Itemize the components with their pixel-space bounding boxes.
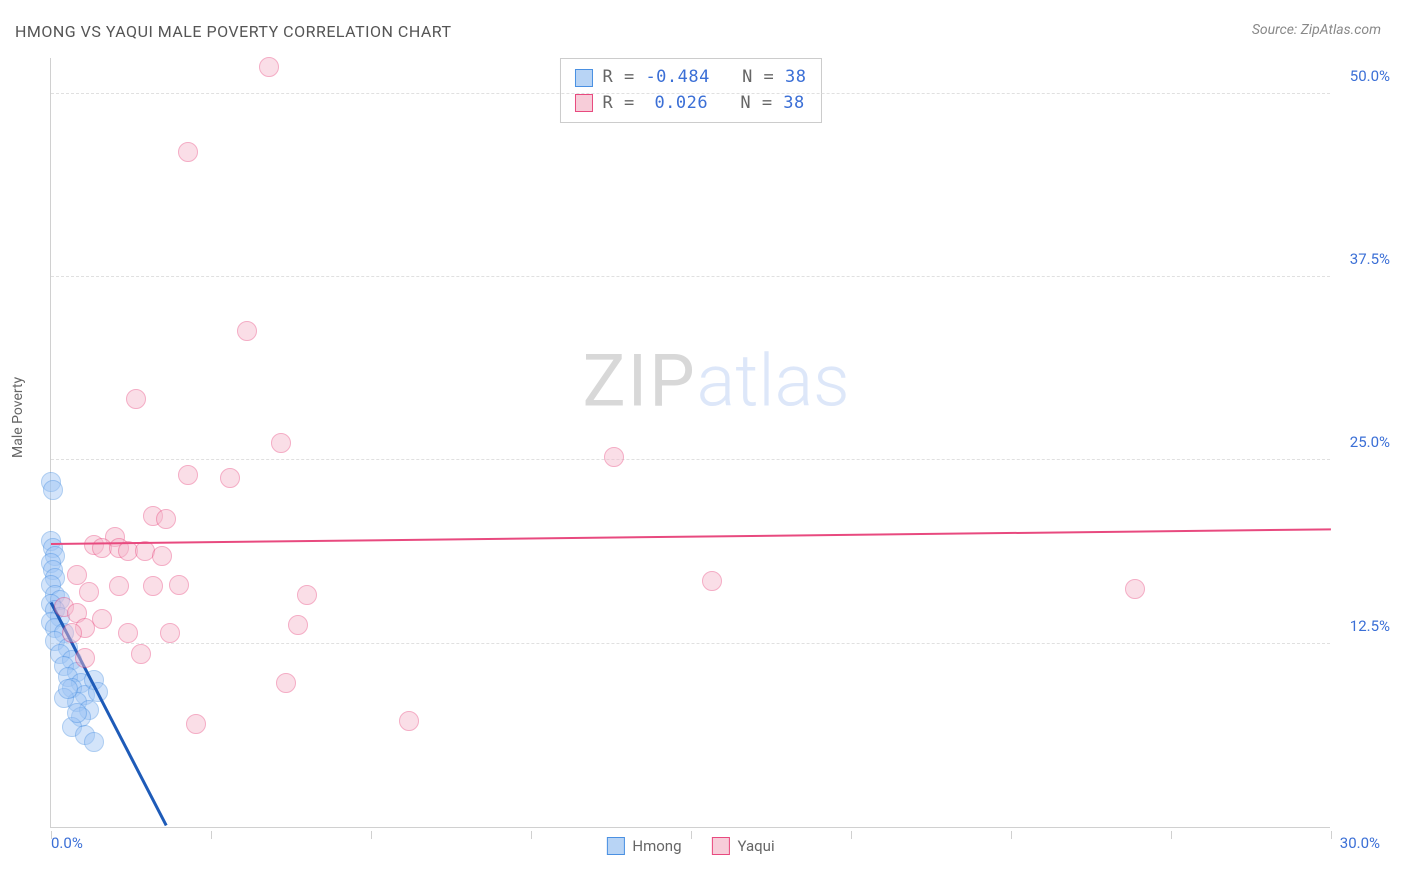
- x-tick: [1331, 831, 1332, 839]
- y-axis-label: Male Poverty: [10, 377, 26, 458]
- x-tick: [371, 831, 372, 839]
- n-label: N =: [740, 93, 783, 113]
- gridline: [51, 459, 1330, 460]
- data-point: [702, 571, 722, 591]
- y-tick-label: 25.0%: [1350, 433, 1390, 451]
- data-point: [75, 648, 95, 668]
- x-tick: [211, 831, 212, 839]
- data-point: [58, 679, 78, 699]
- x-tick: [691, 831, 692, 839]
- stats-row-hmong: R = -0.484 N = 38: [574, 65, 806, 91]
- gridline: [51, 643, 1330, 644]
- stats-row-yaqui: R = 0.026 N = 38: [574, 91, 806, 117]
- x-tick-max: 30.0%: [1340, 834, 1380, 852]
- x-tick-min: 0.0%: [51, 834, 83, 852]
- watermark-zip: ZIP: [582, 338, 696, 423]
- x-tick: [531, 831, 532, 839]
- data-point: [156, 509, 176, 529]
- x-tick: [1171, 831, 1172, 839]
- gridline: [51, 93, 1330, 94]
- data-point: [109, 576, 129, 596]
- stats-text: R = -0.484 N = 38: [602, 65, 806, 91]
- data-point: [178, 465, 198, 485]
- data-point: [160, 623, 180, 643]
- data-point: [79, 582, 99, 602]
- y-tick-label: 50.0%: [1350, 67, 1390, 85]
- legend-label: Hmong: [632, 837, 681, 855]
- n-label: N =: [742, 67, 785, 87]
- legend-item-hmong: Hmong: [606, 837, 681, 855]
- data-point: [237, 321, 257, 341]
- data-point: [399, 711, 419, 731]
- data-point: [186, 714, 206, 734]
- data-point: [169, 575, 189, 595]
- data-point: [62, 623, 82, 643]
- n-value: 38: [783, 93, 804, 113]
- data-point: [131, 644, 151, 664]
- data-point: [92, 609, 112, 629]
- stats-box: R = -0.484 N = 38 R = 0.026 N = 38: [559, 58, 821, 123]
- gridline: [51, 276, 1330, 277]
- data-point: [220, 468, 240, 488]
- x-tick: [51, 831, 52, 839]
- data-point: [43, 480, 63, 500]
- data-point: [84, 732, 104, 752]
- swatch-yaqui: [574, 94, 592, 112]
- r-label: R =: [602, 93, 645, 113]
- data-point: [271, 433, 291, 453]
- legend-swatch-yaqui: [712, 837, 730, 855]
- y-tick-label: 12.5%: [1350, 617, 1390, 635]
- data-point: [126, 389, 146, 409]
- plot-area: ZIPatlas R = -0.484 N = 38 R = 0.026 N =…: [50, 58, 1330, 828]
- data-point: [143, 576, 163, 596]
- chart-title: HMONG VS YAQUI MALE POVERTY CORRELATION …: [15, 22, 452, 41]
- data-point: [604, 447, 624, 467]
- legend-label: Yaqui: [738, 837, 775, 855]
- chart-area: Male Poverty ZIPatlas R = -0.484 N = 38 …: [50, 58, 1380, 828]
- data-point: [178, 142, 198, 162]
- stats-text: R = 0.026 N = 38: [602, 91, 804, 117]
- source-label: Source: ZipAtlas.com: [1252, 22, 1381, 38]
- data-point: [259, 57, 279, 77]
- data-point: [297, 585, 317, 605]
- data-point: [276, 673, 296, 693]
- legend: Hmong Yaqui: [606, 837, 774, 855]
- n-value: 38: [785, 67, 806, 87]
- data-point: [152, 546, 172, 566]
- watermark-atlas: atlas: [697, 338, 850, 423]
- data-point: [118, 623, 138, 643]
- data-point: [288, 615, 308, 635]
- x-tick: [851, 831, 852, 839]
- r-value: 0.026: [645, 93, 708, 113]
- x-tick: [1011, 831, 1012, 839]
- watermark: ZIPatlas: [582, 338, 849, 423]
- data-point: [1125, 579, 1145, 599]
- regression-line: [51, 529, 1331, 546]
- swatch-hmong: [574, 69, 592, 87]
- data-point: [67, 703, 87, 723]
- data-point: [67, 565, 87, 585]
- r-label: R =: [602, 67, 645, 87]
- legend-swatch-hmong: [606, 837, 624, 855]
- y-tick-label: 37.5%: [1350, 250, 1390, 268]
- r-value: -0.484: [645, 67, 709, 87]
- legend-item-yaqui: Yaqui: [712, 837, 775, 855]
